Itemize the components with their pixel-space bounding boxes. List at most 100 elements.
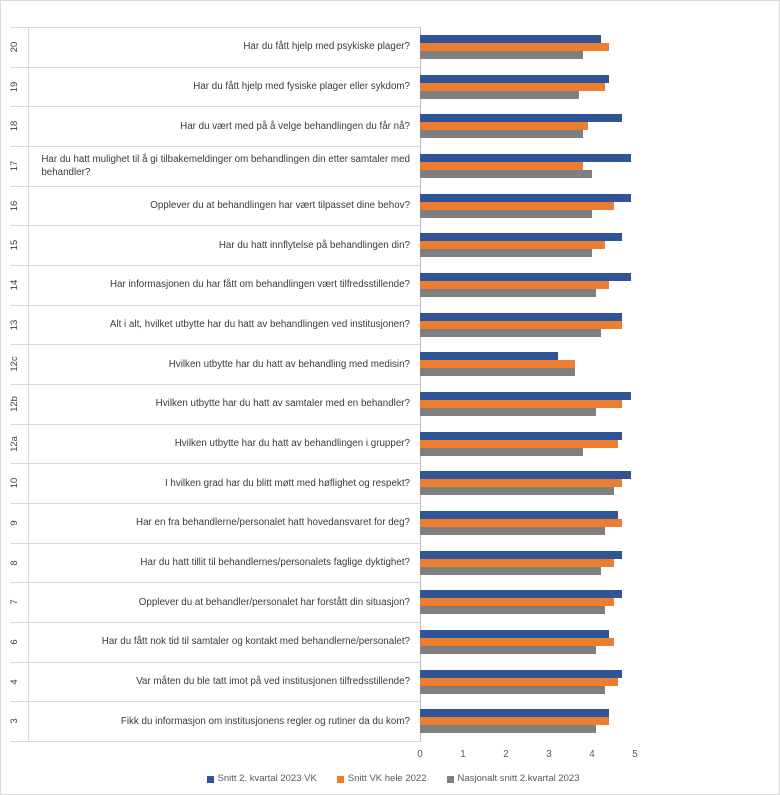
bar-series-3 <box>420 685 605 694</box>
category-label-row: Har du fått nok tid til samtaler og kont… <box>30 622 410 662</box>
bar-series-1 <box>420 233 623 242</box>
category-label: I hvilken grad har du blitt møtt med høf… <box>164 477 410 489</box>
row-separator <box>10 344 420 346</box>
category-code: 20 <box>9 41 20 53</box>
category-label-row: Har du hatt innflytelse på behandlingen … <box>30 225 410 265</box>
legend-label: Snitt 2. kvartal 2023 VK <box>217 773 317 784</box>
bar-series-3 <box>420 645 597 654</box>
category-label-row: Har du hatt tillit til behandlernes/pers… <box>30 543 410 583</box>
row-separator <box>10 542 420 544</box>
row-separator <box>10 27 420 28</box>
row-separator <box>10 146 420 147</box>
bar-series-2 <box>420 42 610 51</box>
legend-swatch <box>336 775 344 783</box>
bar-series-2 <box>420 399 623 408</box>
bar-series-1 <box>420 709 610 718</box>
bar-series-1 <box>420 153 631 162</box>
bar-series-2 <box>420 82 605 91</box>
category-label: Var måten du ble tatt imot på ved instit… <box>136 675 410 687</box>
bar-series-3 <box>420 288 597 297</box>
category-label-row: Var måten du ble tatt imot på ved instit… <box>30 662 410 702</box>
row-separator <box>10 582 420 584</box>
bar-series-2 <box>420 201 614 210</box>
category-code: 14 <box>9 279 20 291</box>
bar-series-3 <box>420 90 580 99</box>
category-label: Har du hatt innflytelse på behandlingen … <box>218 239 410 251</box>
category-code: 19 <box>9 81 20 92</box>
bar-series-1 <box>420 352 558 361</box>
category-label: Hvilken utbytte har du hatt av behandlin… <box>174 437 410 449</box>
row-separator <box>10 741 420 742</box>
x-tick-label: 2 <box>503 749 509 760</box>
bar-series-2 <box>420 677 618 686</box>
category-label-row: Opplever du at behandlingen har vært til… <box>30 186 410 226</box>
category-code: 8 <box>9 559 20 566</box>
category-code: 4 <box>9 678 20 685</box>
category-label: Opplever du at behandler/personalet har … <box>138 596 410 608</box>
bar-series-1 <box>420 471 631 480</box>
bar-series-3 <box>420 606 605 615</box>
bar-series-2 <box>420 320 623 329</box>
category-label-row: I hvilken grad har du blitt møtt med høf… <box>30 463 410 503</box>
category-label-row: Alt i alt, hvilket utbytte har du hatt a… <box>30 305 410 345</box>
bar-series-3 <box>420 209 592 218</box>
legend-swatch <box>206 775 214 783</box>
category-code: 10 <box>9 477 20 489</box>
category-label-row: Fikk du informasjon om institusjonens re… <box>30 701 410 741</box>
row-separator <box>10 661 420 663</box>
row-separator <box>10 423 420 425</box>
category-code: 16 <box>9 200 20 211</box>
bar-series-1 <box>420 669 623 678</box>
row-separator <box>10 304 420 306</box>
category-label: Har en fra behandlerne/personalet hatt h… <box>136 517 410 529</box>
category-label-row: Har en fra behandlerne/personalet hatt h… <box>30 503 410 543</box>
bar-series-3 <box>420 328 601 337</box>
category-code: 3 <box>9 718 20 724</box>
bar-series-3 <box>420 130 584 139</box>
bar-series-1 <box>420 391 631 400</box>
category-label-row: Hvilken utbytte har du hatt av behandlin… <box>30 344 410 384</box>
category-label-row: Hvilken utbytte har du hatt av samtaler … <box>30 384 410 424</box>
category-label-row: Opplever du at behandler/personalet har … <box>30 582 410 622</box>
bar-series-1 <box>420 193 631 202</box>
x-tick-label: 5 <box>632 749 638 760</box>
category-label-row: Har du hatt mulighet til å gi tilbakemel… <box>30 146 410 186</box>
bar-series-1 <box>420 74 610 83</box>
category-label: Har du hatt mulighet til å gi tilbakemel… <box>41 153 410 178</box>
legend: Snitt 2. kvartal 2023 VK Snitt VK hele 2… <box>0 773 780 785</box>
bar-series-1 <box>420 590 623 599</box>
x-tick-label: 4 <box>589 749 595 760</box>
category-code: 6 <box>9 639 20 645</box>
bar-series-2 <box>420 280 610 289</box>
legend-item-series-1: Snitt 2. kvartal 2023 VK <box>206 773 317 785</box>
row-separator <box>10 265 420 266</box>
category-code: 18 <box>9 120 20 132</box>
bar-series-3 <box>420 725 597 734</box>
bar-series-2 <box>420 479 623 488</box>
category-label: Har du fått nok tid til samtaler og kont… <box>101 636 410 648</box>
row-separator <box>10 106 420 108</box>
bar-series-2 <box>420 558 614 567</box>
row-separator <box>10 384 420 385</box>
bar-series-1 <box>420 114 623 123</box>
category-label-row: Har du fått hjelp med fysiske plager ell… <box>30 67 410 107</box>
category-code: 15 <box>9 239 20 251</box>
bar-series-1 <box>420 34 601 43</box>
category-label-row: Hvilken utbytte har du hatt av behandlin… <box>30 424 410 464</box>
bar-series-3 <box>420 249 592 258</box>
x-tick-label: 3 <box>546 749 552 760</box>
bar-series-3 <box>420 407 597 416</box>
row-separator <box>10 622 420 623</box>
row-separator <box>10 701 420 703</box>
bar-series-2 <box>420 161 584 170</box>
legend-swatch <box>446 775 454 783</box>
bar-series-1 <box>420 312 623 321</box>
category-code: 12c <box>9 356 20 372</box>
legend-label: Nasjonalt snitt 2.kvartal 2023 <box>457 773 580 784</box>
category-code: 7 <box>9 599 20 605</box>
category-label: Har du hatt tillit til behandlernes/pers… <box>140 556 410 568</box>
bar-series-3 <box>420 487 614 496</box>
bar-series-3 <box>420 169 592 178</box>
category-label: Har du fått hjelp med psykiske plager? <box>243 41 410 53</box>
